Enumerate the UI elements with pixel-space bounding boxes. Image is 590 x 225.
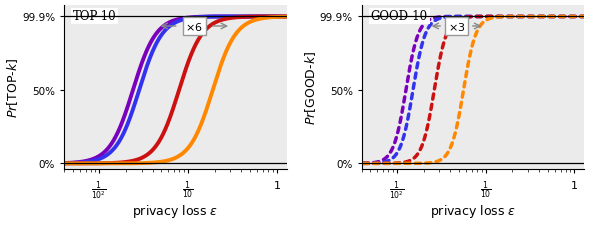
Y-axis label: $Pr[\mathrm{TOP}\text{-}k]$: $Pr[\mathrm{TOP}\text{-}k]$ [5, 58, 21, 117]
Text: TOP-10: TOP-10 [73, 10, 117, 23]
Text: $\times 6$: $\times 6$ [185, 21, 203, 33]
X-axis label: privacy loss $\varepsilon$: privacy loss $\varepsilon$ [430, 202, 516, 219]
Y-axis label: $Pr[\mathrm{GOOD}\text{-}k]$: $Pr[\mathrm{GOOD}\text{-}k]$ [303, 51, 318, 124]
Text: GOOD-10: GOOD-10 [371, 10, 428, 23]
X-axis label: privacy loss $\varepsilon$: privacy loss $\varepsilon$ [132, 202, 218, 219]
Text: $\times 3$: $\times 3$ [448, 21, 465, 33]
